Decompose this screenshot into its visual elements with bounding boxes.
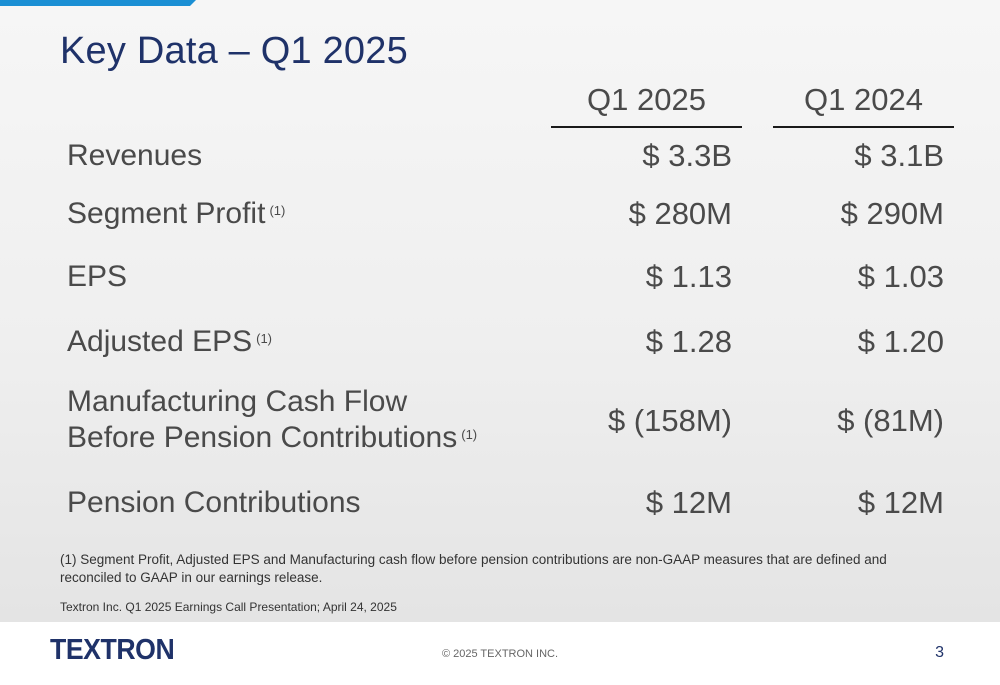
row-label: EPS xyxy=(67,260,128,293)
slide-content: Key Data – Q1 2025 Q1 2025 Q1 2024 Reven… xyxy=(0,0,1000,622)
column-header-q1-2025: Q1 2025 xyxy=(587,82,706,117)
value-q1-2024: $ 290M xyxy=(840,196,944,231)
footnote-marker: (1) xyxy=(256,331,273,346)
accent-bar xyxy=(0,0,196,6)
value-q1-2025: $ 12M xyxy=(645,485,732,520)
column-header-q1-2024: Q1 2024 xyxy=(804,82,923,117)
page-number: 3 xyxy=(935,644,944,661)
value-q1-2025: $ 1.13 xyxy=(645,259,732,294)
page-title: Key Data – Q1 2025 xyxy=(60,30,408,72)
column-rule-q1-2024 xyxy=(773,126,954,128)
copyright: © 2025 TEXTRON INC. xyxy=(441,648,559,660)
value-q1-2024: $ 3.1B xyxy=(854,138,944,173)
value-q1-2024: $ 1.03 xyxy=(857,259,944,294)
row-label: Revenues xyxy=(67,139,203,172)
column-rule-q1-2025 xyxy=(551,126,742,128)
value-q1-2024: $ 12M xyxy=(857,485,944,520)
source-citation: Textron Inc. Q1 2025 Earnings Call Prese… xyxy=(60,600,397,614)
footnote: (1) Segment Profit, Adjusted EPS and Man… xyxy=(60,552,887,585)
row-label: Pension Contributions xyxy=(67,486,361,519)
footer: TEXTRON © 2025 TEXTRON INC. 3 xyxy=(0,622,1000,685)
row-label: Adjusted EPS (1) xyxy=(67,325,273,358)
value-q1-2024: $ 1.20 xyxy=(857,324,944,359)
value-q1-2025: $ 3.3B xyxy=(642,138,732,173)
value-q1-2024: $ (81M) xyxy=(837,403,944,438)
value-q1-2025: $ 280M xyxy=(628,196,732,231)
row-label: Segment Profit (1) xyxy=(67,197,286,230)
row-label: Manufacturing Cash Flow Before Pension C… xyxy=(67,385,478,454)
value-q1-2025: $ (158M) xyxy=(607,403,732,438)
value-q1-2025: $ 1.28 xyxy=(645,324,732,359)
textron-logo: TEXTRON xyxy=(50,634,175,666)
footnote-marker: (1) xyxy=(461,427,478,442)
footnote-marker: (1) xyxy=(269,203,286,218)
